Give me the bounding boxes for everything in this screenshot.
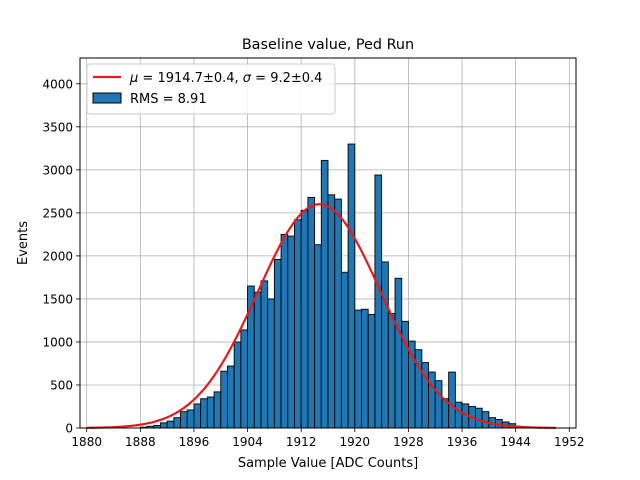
gaussian-fit-curve xyxy=(86,203,556,429)
y-tick-label: 2000 xyxy=(42,249,73,263)
histogram-bar xyxy=(206,396,215,429)
histogram-bar xyxy=(294,219,302,429)
histogram-bars xyxy=(139,143,530,429)
histogram-bar xyxy=(481,411,490,429)
histogram-bar xyxy=(374,174,383,429)
histogram-bar xyxy=(347,143,356,429)
histogram-bar xyxy=(314,244,322,429)
histogram-bar xyxy=(428,371,436,429)
histogram-bar xyxy=(320,159,329,429)
x-tick-label: 1880 xyxy=(71,435,102,449)
histogram-bar xyxy=(166,420,175,429)
x-tick-label: 1904 xyxy=(232,435,263,449)
y-tick-label: 1000 xyxy=(42,335,73,349)
histogram-bar xyxy=(227,365,235,429)
histogram-bar xyxy=(367,313,376,429)
histogram-bar xyxy=(260,280,269,429)
histogram-bar xyxy=(387,313,396,429)
legend-sigma-value: 9.2±0.4 xyxy=(270,71,322,86)
legend-mu-value: 1914.7±0.4 xyxy=(157,71,234,86)
histogram-bar xyxy=(200,398,208,429)
histogram-bar xyxy=(280,233,289,429)
y-tick-label: 3500 xyxy=(42,120,73,134)
histogram-bar xyxy=(159,422,168,429)
histogram-bar xyxy=(448,371,456,429)
x-tick-label: 1920 xyxy=(340,435,371,449)
legend: μ = 1914.7±0.4, σ = 9.2±0.4 RMS = 8.91 xyxy=(86,63,336,115)
histogram-bar xyxy=(381,261,389,429)
x-tick-label: 1888 xyxy=(125,435,156,449)
x-tick-label: 1928 xyxy=(393,435,424,449)
histogram-bar xyxy=(434,380,443,429)
histogram-bar xyxy=(267,298,275,429)
legend-rms-patch-swatch xyxy=(92,92,122,104)
histogram-bar xyxy=(273,258,282,429)
y-tick-label: 4000 xyxy=(42,77,73,91)
plot-area xyxy=(79,57,577,429)
x-tick-label: 1952 xyxy=(554,435,585,449)
histogram-bar xyxy=(300,209,309,429)
histogram-bar xyxy=(340,271,349,429)
y-tick-label: 3000 xyxy=(42,163,73,177)
histogram-bar xyxy=(240,329,249,429)
x-tick-label: 1912 xyxy=(286,435,317,449)
histogram-bar xyxy=(180,411,188,429)
plot-frame xyxy=(79,57,577,429)
histogram-bar xyxy=(354,309,362,429)
chart-title: Baseline value, Ped Run xyxy=(242,37,414,53)
y-tick-label: 1500 xyxy=(42,292,73,306)
histogram-bar xyxy=(334,198,342,429)
y-axis: 0 500 1000 1500 2000 2500 3000 3500 4000 xyxy=(42,77,80,436)
histogram-bar xyxy=(253,291,262,429)
legend-rms-label: RMS = 8.91 xyxy=(130,92,207,107)
histogram-bar xyxy=(454,401,463,429)
y-tick-label: 2500 xyxy=(42,206,73,220)
x-tick-label: 1896 xyxy=(179,435,210,449)
legend-fit-label: μ = 1914.7±0.4, σ = 9.2±0.4 xyxy=(129,71,322,86)
y-tick-label: 500 xyxy=(50,378,73,392)
histogram-bar xyxy=(213,391,222,429)
histogram-bar xyxy=(233,341,242,429)
histogram-bar xyxy=(193,403,202,429)
histogram-bar xyxy=(173,417,181,429)
y-axis-label: Events xyxy=(16,221,31,265)
histogram-bar xyxy=(361,308,369,429)
x-axis: 1880 1888 1896 1904 1912 1920 1928 1936 1944 1952 xyxy=(71,428,585,449)
histogram-bar xyxy=(327,194,336,429)
histogram-bar xyxy=(220,370,228,429)
y-tick-label: 0 xyxy=(65,422,73,436)
legend-box xyxy=(86,63,336,115)
histogram-bar xyxy=(307,196,316,429)
histogram-bar xyxy=(186,409,195,429)
histogram-bar xyxy=(394,277,403,429)
histogram-bar xyxy=(287,235,295,429)
x-tick-label: 1936 xyxy=(447,435,478,449)
x-tick-label: 1944 xyxy=(500,435,531,449)
x-axis-label: Sample Value [ADC Counts] xyxy=(238,456,418,471)
histogram-bar xyxy=(475,407,483,429)
